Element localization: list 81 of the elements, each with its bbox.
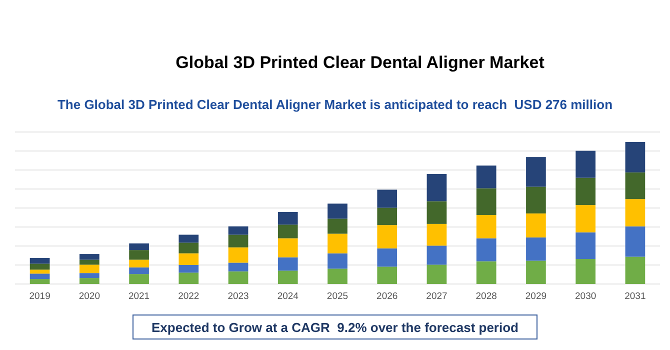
bar — [278, 212, 298, 225]
bar — [129, 274, 149, 284]
bar — [476, 188, 496, 215]
bar — [80, 273, 100, 278]
bar — [526, 213, 546, 238]
bar — [476, 261, 496, 284]
bar — [228, 262, 248, 272]
bar — [30, 258, 50, 264]
bar — [328, 253, 348, 269]
bar — [328, 234, 348, 254]
bar — [625, 172, 646, 200]
bar — [129, 250, 149, 260]
bar — [278, 257, 298, 271]
bar — [129, 260, 149, 268]
bar — [476, 238, 496, 262]
bar — [278, 238, 298, 258]
bar — [625, 142, 646, 172]
bar — [129, 243, 149, 250]
bar — [377, 248, 398, 267]
bar — [178, 264, 199, 273]
x-tick-label: 2024 — [277, 291, 298, 302]
bar — [80, 260, 100, 265]
bar — [576, 205, 596, 232]
bar — [228, 226, 248, 235]
x-tick-label: 2028 — [476, 291, 497, 302]
bar — [625, 256, 646, 284]
x-tick-label: 2030 — [575, 291, 596, 302]
chart-subtitle: The Global 3D Printed Clear Dental Aligner Market is anticipated to reach USD 276 million — [57, 97, 613, 112]
bar — [178, 242, 199, 254]
bar — [625, 226, 646, 257]
bar — [129, 267, 149, 274]
bar — [377, 208, 398, 226]
bar — [228, 234, 248, 248]
bar — [228, 271, 248, 284]
bar — [328, 218, 348, 234]
bar — [30, 274, 50, 280]
bar — [30, 270, 50, 274]
bar — [278, 270, 298, 284]
bar — [426, 174, 447, 202]
bar — [625, 199, 646, 226]
x-tick-label: 2029 — [525, 291, 547, 302]
bar — [178, 234, 199, 243]
bar — [476, 214, 496, 238]
bar — [576, 232, 596, 260]
bar — [426, 246, 447, 265]
x-tick-label: 2020 — [78, 291, 100, 302]
bar — [526, 237, 546, 261]
bar — [178, 272, 199, 284]
x-tick-label: 2019 — [29, 291, 50, 302]
bar — [178, 253, 199, 265]
bar — [80, 278, 100, 284]
bar — [80, 264, 100, 274]
bar — [30, 279, 50, 284]
bar — [426, 224, 447, 246]
x-tick-label: 2025 — [326, 291, 348, 302]
bar — [377, 225, 398, 248]
x-tick-label: 2023 — [228, 291, 249, 302]
bar — [328, 268, 348, 284]
bar — [526, 157, 546, 187]
bar — [228, 247, 248, 263]
bar — [377, 190, 398, 208]
bar — [576, 150, 596, 178]
bar — [80, 254, 100, 260]
bar — [576, 178, 596, 206]
bar — [526, 260, 546, 284]
x-tick-label: 2027 — [426, 291, 448, 302]
bar — [526, 186, 546, 214]
bar — [576, 259, 596, 284]
bar — [328, 204, 348, 219]
text: Expected to Grow at a CAGR 9.2% over the forecast period — [152, 320, 519, 335]
x-tick-label: 2021 — [128, 291, 150, 302]
bar — [426, 264, 447, 284]
bar — [377, 266, 398, 284]
chart-title: Global 3D Printed Clear Dental Aligner Market — [176, 53, 545, 72]
x-tick-label: 2031 — [624, 291, 646, 302]
bar — [278, 224, 298, 238]
bar — [30, 264, 50, 270]
x-tick-label: 2026 — [376, 291, 398, 302]
x-tick-label: 2022 — [178, 291, 200, 302]
bar — [476, 166, 496, 188]
bar — [426, 201, 447, 224]
